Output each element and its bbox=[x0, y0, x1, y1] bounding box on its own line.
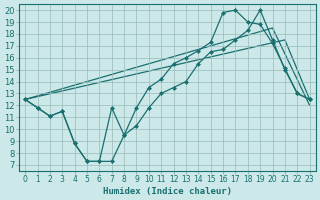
X-axis label: Humidex (Indice chaleur): Humidex (Indice chaleur) bbox=[103, 187, 232, 196]
